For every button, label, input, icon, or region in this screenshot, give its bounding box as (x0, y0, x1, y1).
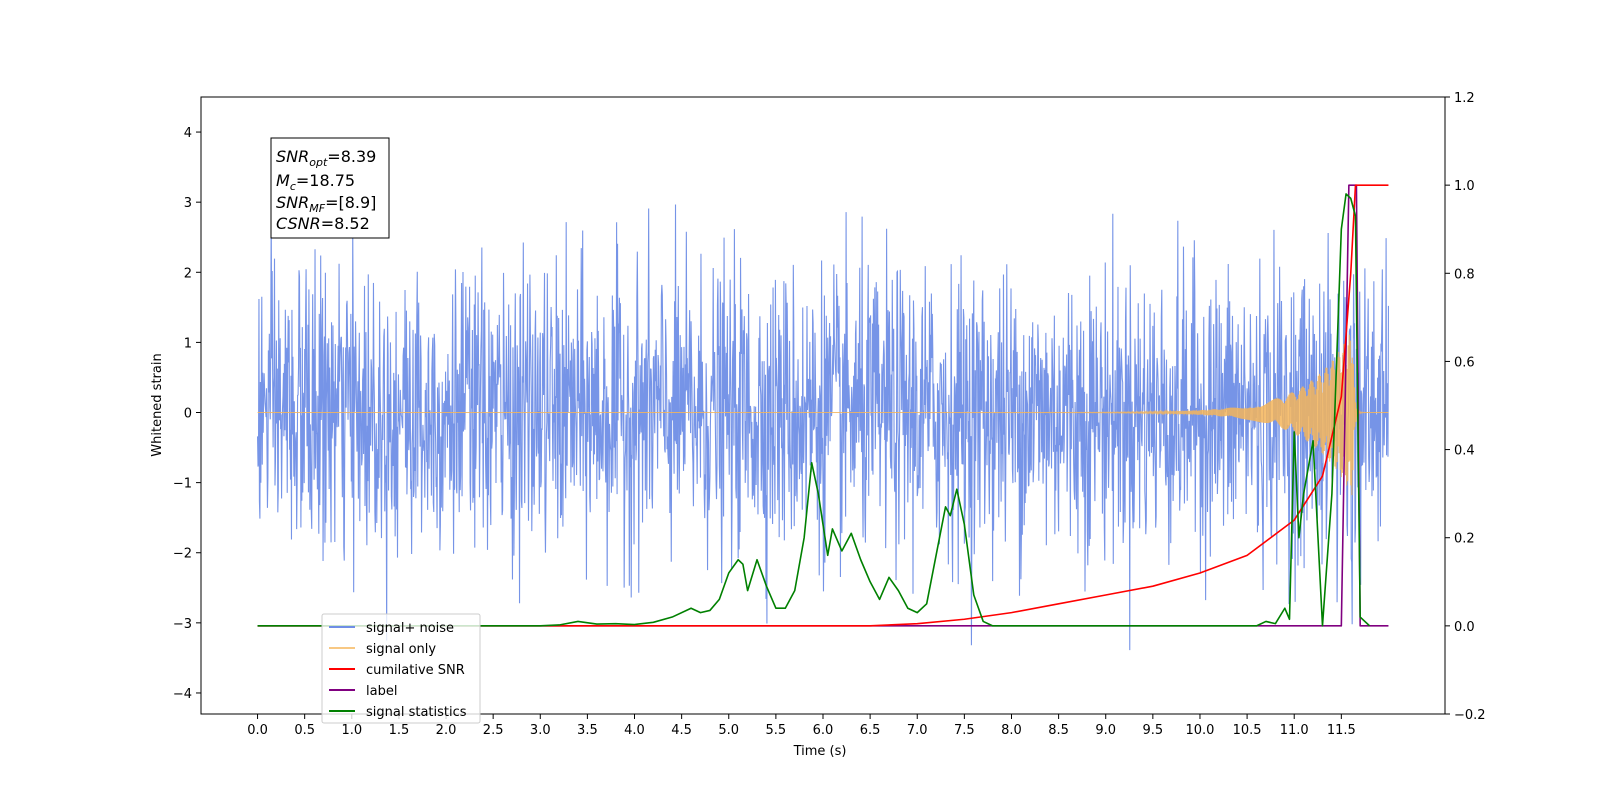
x-tick-label: 11.5 (1327, 723, 1356, 738)
x-tick-label: 11.0 (1280, 723, 1309, 738)
y2-tick-label: 1.2 (1454, 91, 1475, 106)
x-tick-label: 5.5 (766, 723, 787, 738)
legend-label: cumilative SNR (366, 663, 465, 678)
y2-tick-label: 0.6 (1454, 355, 1475, 370)
x-tick-label: 0.0 (247, 723, 268, 738)
annotation-mc: Mc=18.75 (276, 171, 355, 193)
x-axis-label: Time (s) (793, 744, 847, 759)
annotation-snr-mf: SNRMF=[8.9] (276, 193, 376, 215)
y-axis-label: Whitened strain (150, 353, 165, 456)
legend-label: signal+ noise (366, 621, 454, 636)
x-tick-label: 3.5 (577, 723, 598, 738)
legend-box (321, 613, 481, 724)
x-tick-label: 2.5 (483, 723, 504, 738)
x-tick-label: 10.5 (1233, 723, 1262, 738)
series-cumulative-snr (257, 184, 1389, 627)
y-tick-label: 2 (184, 266, 192, 281)
series-signal-plus-noise (257, 203, 1389, 651)
y-tick-label: 3 (184, 196, 192, 211)
plot-series (257, 184, 1389, 651)
legend-label: signal statistics (366, 705, 467, 720)
x-tick-label: 1.0 (341, 723, 362, 738)
x-tick-label: 4.5 (671, 723, 692, 738)
x-tick-label: 8.0 (1001, 723, 1022, 738)
legend-label: label (366, 684, 397, 699)
x-tick-label: 5.0 (718, 723, 739, 738)
x-tick-label: 0.5 (294, 723, 315, 738)
right-y-axis-ticks: 1.2 1.0 0.8 0.6 0.4 0.2 0.0 −0.2 (1445, 91, 1486, 723)
x-tick-label: 8.5 (1048, 723, 1069, 738)
legend-label: signal only (366, 642, 436, 657)
x-tick-label: 6.5 (860, 723, 881, 738)
x-tick-label: 9.0 (1095, 723, 1116, 738)
y-tick-label: 0 (184, 407, 192, 422)
legend: signal+ noise signal only cumilative SNR la… (321, 613, 481, 724)
annotation-mc-value: =18.75 (296, 171, 355, 190)
x-tick-label: 7.0 (907, 723, 928, 738)
x-tick-label: 9.5 (1143, 723, 1164, 738)
x-tick-label: 6.0 (813, 723, 834, 738)
y2-tick-label: 1.0 (1454, 179, 1475, 194)
x-tick-label: 2.0 (436, 723, 457, 738)
x-tick-label: 4.0 (624, 723, 645, 738)
y-tick-label: −1 (173, 477, 192, 492)
annotation-box: SNRopt=8.39 Mc=18.75 SNRMF=[8.9] CSNR=8.… (270, 137, 390, 239)
y2-tick-label: 0.8 (1454, 267, 1475, 282)
series-signal-statistics (257, 193, 1371, 627)
y2-tick-label: −0.2 (1454, 708, 1486, 723)
left-y-axis-ticks: 4 3 2 1 0 −1 −2 −3 −4 (173, 126, 201, 702)
annotation-snr-mf-value: =[8.9] (325, 193, 376, 212)
y-tick-label: 4 (184, 126, 192, 141)
x-tick-label: 3.0 (530, 723, 551, 738)
y-tick-label: 1 (184, 336, 192, 351)
y-tick-label: −2 (173, 547, 192, 562)
annotation-csnr-value: =8.52 (321, 214, 370, 233)
annotation-csnr: CSNR=8.52 (276, 214, 370, 233)
y-tick-label: −4 (173, 687, 192, 702)
x-tick-label: 10.0 (1185, 723, 1214, 738)
x-tick-label: 7.5 (954, 723, 975, 738)
y2-tick-label: 0.4 (1454, 444, 1475, 459)
y2-tick-label: 0.2 (1454, 532, 1475, 547)
annotation-snr-opt-value: =8.39 (327, 147, 376, 166)
x-tick-label: 1.5 (389, 723, 410, 738)
series-signal-only (257, 334, 1389, 496)
y2-tick-label: 0.0 (1454, 620, 1475, 635)
x-axis-ticks: 0.0 0.5 1.0 1.5 2.0 2.5 3.0 3.5 4.0 4.5 5.0 5.5 6.0 6… (247, 714, 1356, 738)
annotation-snr-opt: SNRopt=8.39 (276, 147, 376, 169)
y-tick-label: −3 (173, 617, 192, 632)
